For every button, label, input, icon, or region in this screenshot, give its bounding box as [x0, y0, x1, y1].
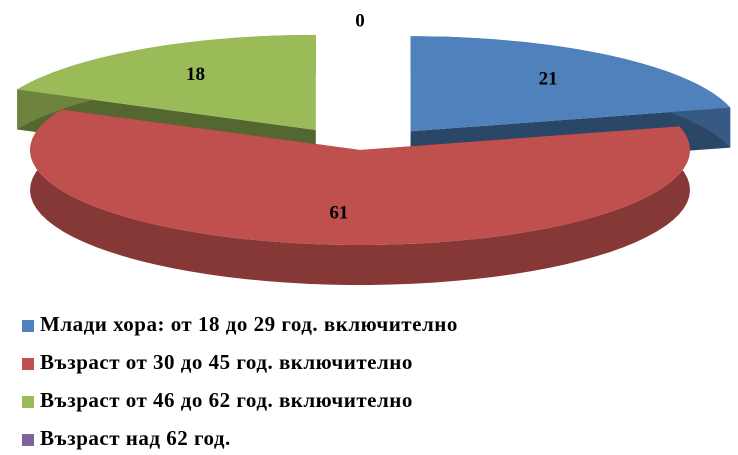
data-label: 21	[539, 69, 558, 90]
data-label: 18	[186, 64, 205, 85]
slice-top	[17, 34, 316, 130]
legend-swatch	[22, 358, 34, 370]
legend-swatch	[22, 320, 34, 332]
slice	[30, 109, 690, 285]
data-label: 61	[329, 203, 348, 224]
legend-label: Възраст от 46 до 62 год. включително	[40, 388, 413, 412]
slice-top	[30, 109, 690, 245]
legend-swatch	[22, 434, 34, 446]
slice-side	[30, 109, 690, 285]
slice-top	[410, 36, 731, 132]
data-label: 0	[355, 10, 365, 31]
legend-swatch	[22, 396, 34, 408]
legend-label: Възраст от 30 до 45 год. включително	[40, 350, 413, 374]
legend-label: Възраст над 62 год.	[40, 426, 231, 450]
legend-label: Млади хора: от 18 до 29 год. включително	[40, 312, 458, 336]
